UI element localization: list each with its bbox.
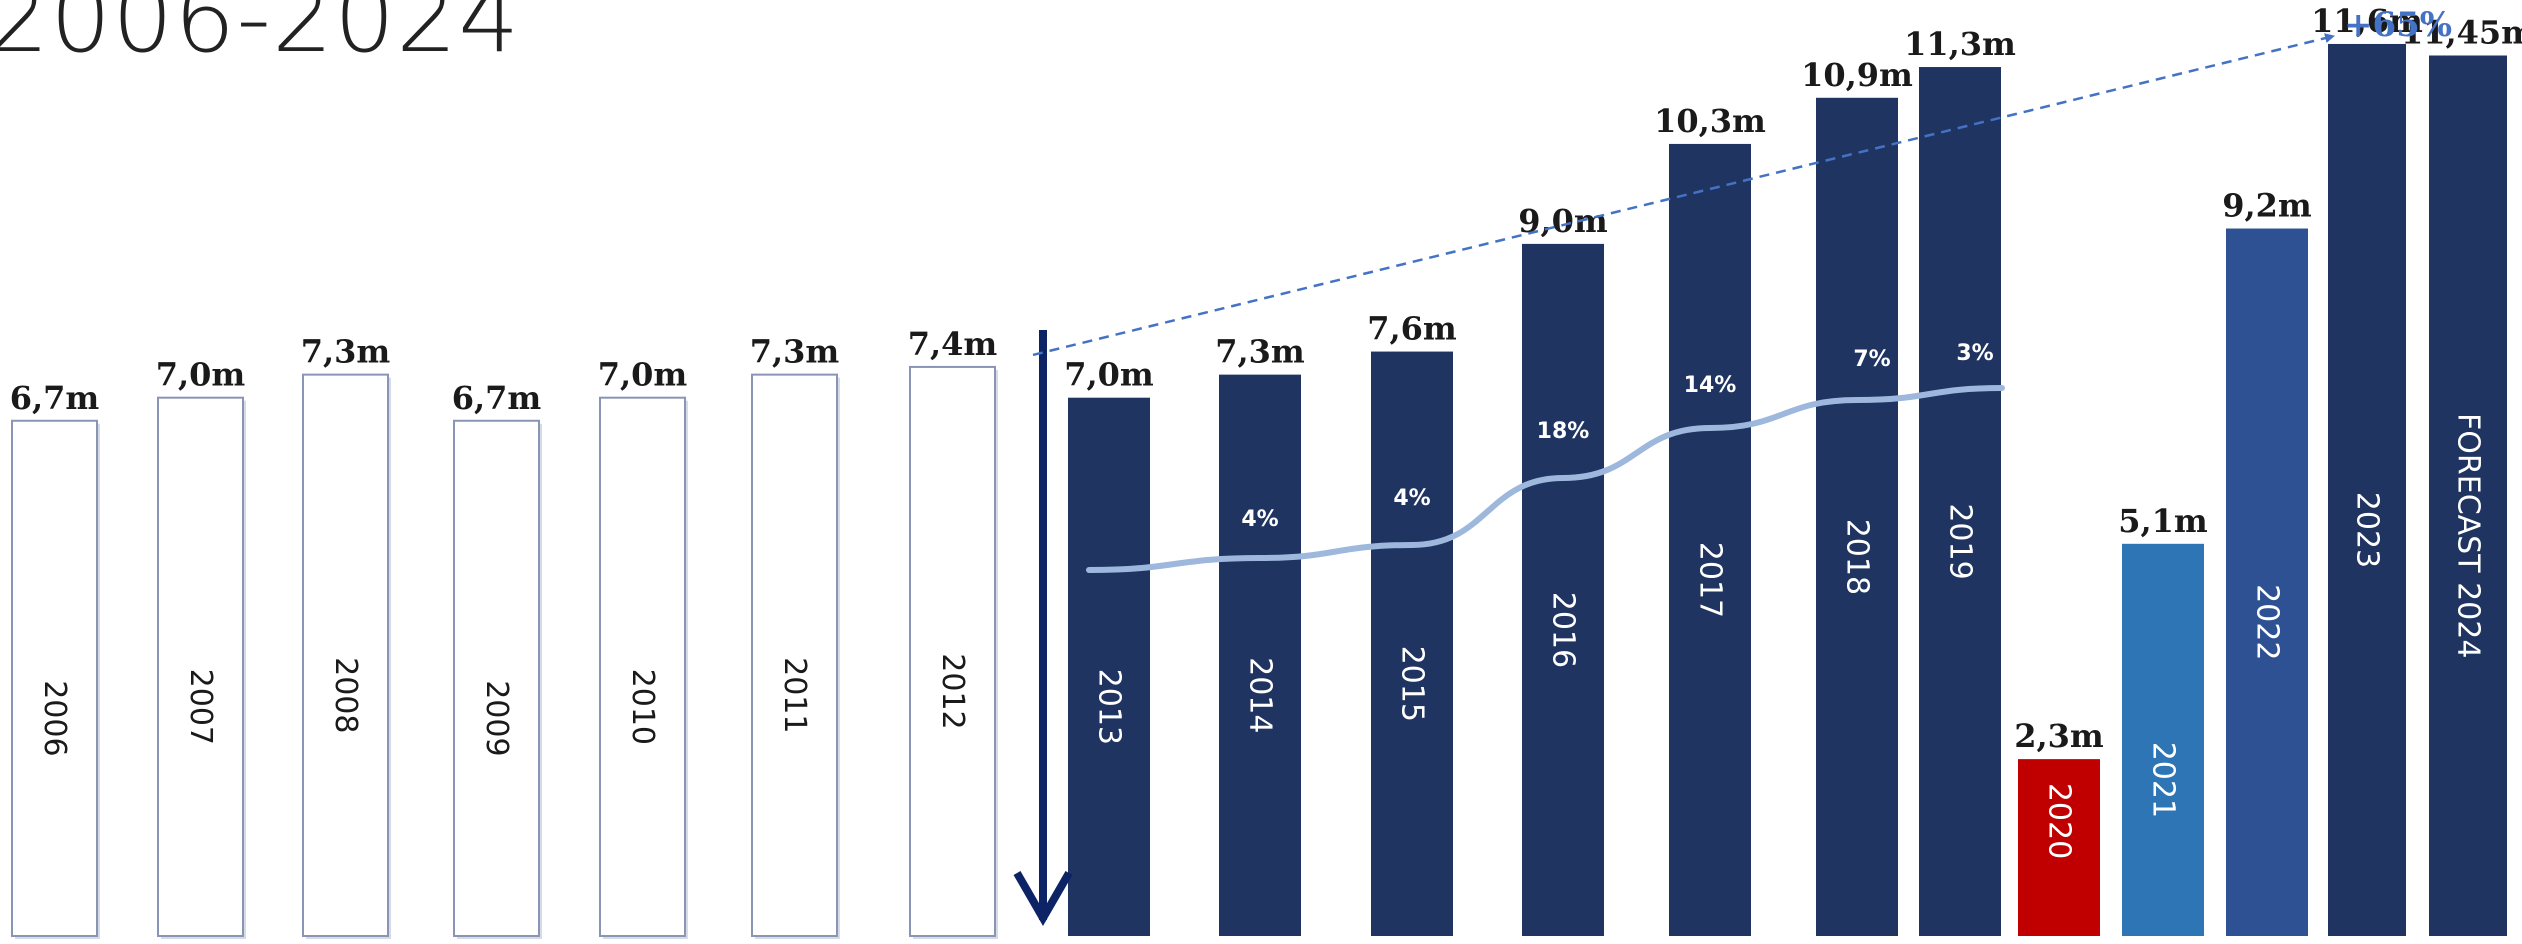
value-label: 7,3m <box>1215 333 1305 371</box>
growth-label: 7% <box>1853 347 1890 372</box>
category-label: 2020 <box>2042 783 2077 859</box>
bar <box>1669 143 1751 936</box>
bar <box>1219 374 1301 936</box>
bar <box>599 396 686 937</box>
growth-label: 3% <box>1956 341 1993 366</box>
bar <box>1919 67 2001 936</box>
bar <box>1068 397 1150 936</box>
value-label: 7,0m <box>598 356 688 394</box>
value-label: 9,2m <box>2222 187 2312 225</box>
value-label: 7,4m <box>908 325 998 363</box>
category-label: 2012 <box>935 653 970 729</box>
value-label: 7,0m <box>156 356 246 394</box>
category-label: 2014 <box>1243 657 1278 733</box>
bar <box>2328 43 2406 936</box>
category-label: 2010 <box>625 669 660 745</box>
growth-dashed-arrow <box>1032 33 2335 357</box>
category-label: 2009 <box>479 680 514 756</box>
bar <box>2429 55 2507 937</box>
category-label: FORECAST 2024 <box>2451 413 2486 658</box>
bar <box>157 396 244 937</box>
value-label: 6,7m <box>452 379 542 417</box>
category-label: 2007 <box>183 669 218 745</box>
value-label: 7,6m <box>1367 310 1457 348</box>
bar <box>2018 759 2100 936</box>
category-label: 2017 <box>1693 542 1728 618</box>
category-label: 2016 <box>1546 592 1581 668</box>
category-label: 2019 <box>1943 503 1978 579</box>
growth-trend-line <box>1086 385 2005 573</box>
category-label: 2008 <box>328 657 363 733</box>
category-label: 2023 <box>2350 492 2385 568</box>
bar <box>2226 228 2308 936</box>
category-label: 2013 <box>1092 669 1127 745</box>
growth-label: 14% <box>1684 373 1737 398</box>
bar <box>1371 351 1453 936</box>
value-label: 2,3m <box>2014 717 2104 755</box>
growth-label: 4% <box>1241 507 1278 532</box>
category-label: 2006 <box>37 680 72 756</box>
value-label: 9,0m <box>1518 202 1608 240</box>
value-label: 11,45m <box>2401 13 2522 51</box>
category-label: 2021 <box>2146 742 2181 818</box>
bar <box>453 419 540 937</box>
chart-title: 2006-2024 <box>0 0 521 74</box>
value-label: 5,1m <box>2118 502 2208 540</box>
value-label: 10,9m <box>1801 56 1913 94</box>
category-label: 2022 <box>2250 584 2285 660</box>
category-label: 2018 <box>1840 519 1875 595</box>
bar <box>302 373 389 937</box>
value-label: 10,3m <box>1654 102 1766 140</box>
value-label: 6,7m <box>10 379 100 417</box>
category-label: 2011 <box>777 657 812 733</box>
bar <box>1816 97 1898 937</box>
growth-label: 18% <box>1537 419 1590 444</box>
category-label: 2015 <box>1395 646 1430 722</box>
drop-arrow-head <box>1013 870 1073 926</box>
growth-label: 4% <box>1393 486 1430 511</box>
bar <box>751 373 838 937</box>
bar <box>1522 243 1604 936</box>
bar <box>909 365 996 937</box>
value-label: 7,0m <box>1064 356 1154 394</box>
value-label: 7,3m <box>301 333 391 371</box>
bar <box>2122 543 2204 936</box>
value-label: 7,3m <box>750 333 840 371</box>
bar <box>11 419 98 937</box>
growth-total-label: +65% <box>2344 5 2452 45</box>
value-label: 11,3m <box>1904 25 2016 63</box>
